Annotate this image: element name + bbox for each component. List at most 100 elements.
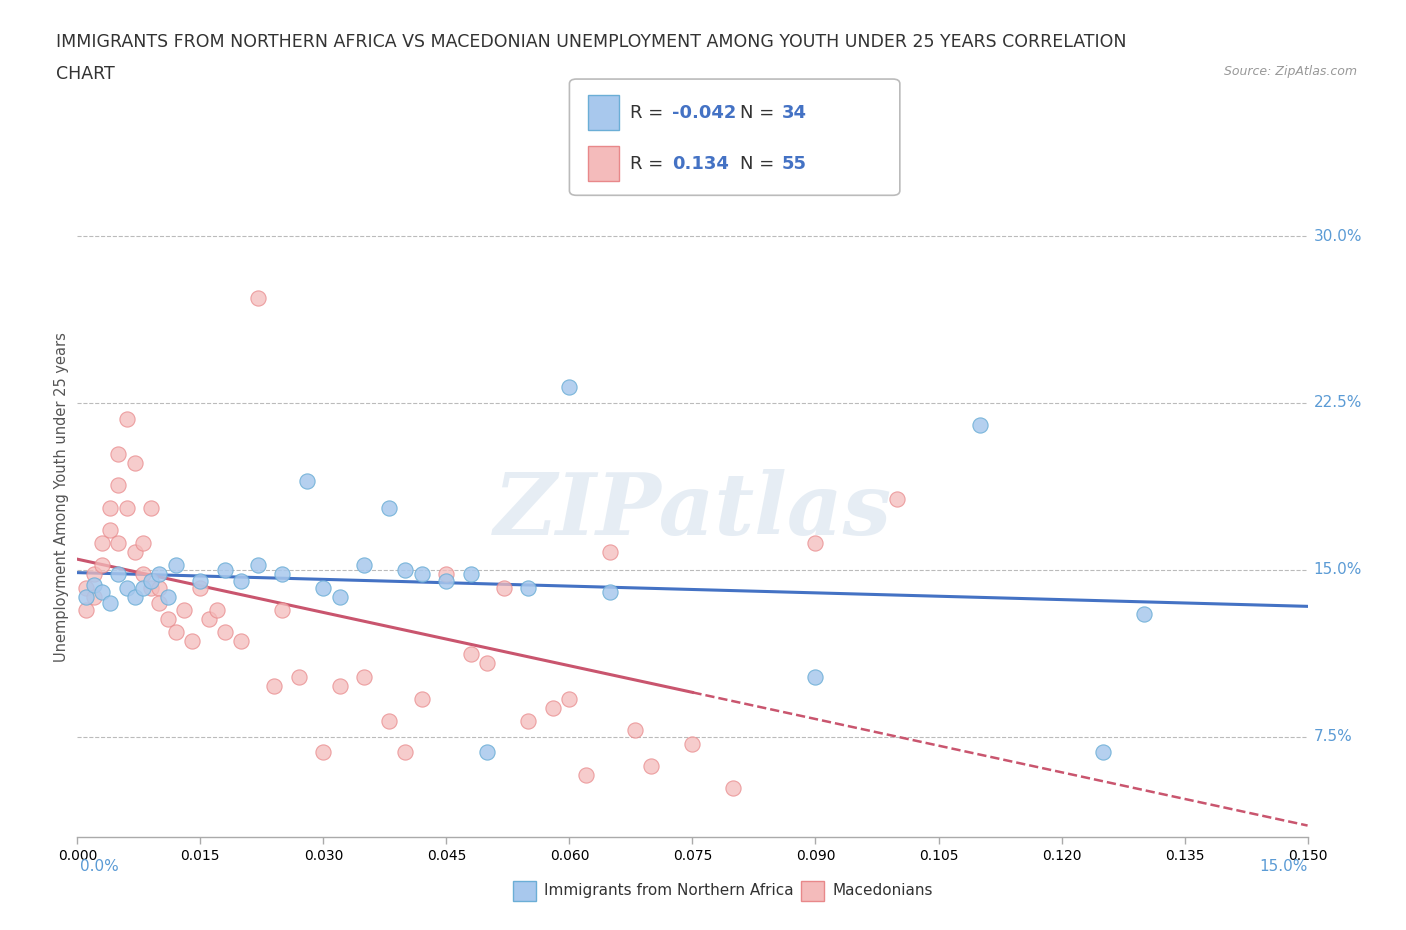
Point	[173, 603, 195, 618]
Text: Immigrants from Northern Africa: Immigrants from Northern Africa	[544, 884, 794, 898]
Point	[558, 692, 581, 707]
Point	[132, 567, 155, 582]
Text: Source: ZipAtlas.com: Source: ZipAtlas.com	[1223, 65, 1357, 78]
Point	[353, 558, 375, 573]
Point	[156, 611, 179, 626]
Text: 15.0%: 15.0%	[1313, 563, 1362, 578]
Point	[640, 758, 662, 773]
Point	[492, 580, 515, 595]
Point	[124, 545, 146, 560]
Text: 30.0%: 30.0%	[1313, 229, 1362, 244]
Point	[246, 558, 269, 573]
Point	[156, 590, 179, 604]
Text: N =: N =	[740, 103, 779, 122]
Point	[148, 596, 170, 611]
Point	[90, 536, 114, 551]
Point	[969, 418, 991, 432]
Point	[353, 670, 375, 684]
Point	[312, 580, 335, 595]
Point	[599, 585, 621, 600]
Text: 7.5%: 7.5%	[1313, 729, 1353, 744]
Point	[804, 670, 827, 684]
Text: IMMIGRANTS FROM NORTHERN AFRICA VS MACEDONIAN UNEMPLOYMENT AMONG YOUTH UNDER 25 : IMMIGRANTS FROM NORTHERN AFRICA VS MACED…	[56, 33, 1126, 50]
Point	[288, 670, 311, 684]
Point	[132, 580, 155, 595]
Point	[886, 491, 908, 506]
Point	[75, 603, 97, 618]
Point	[141, 580, 163, 595]
Point	[83, 590, 105, 604]
Point	[165, 558, 187, 573]
Text: ZIPatlas: ZIPatlas	[494, 470, 891, 552]
Point	[246, 291, 269, 306]
Text: 22.5%: 22.5%	[1313, 395, 1362, 410]
Point	[141, 574, 163, 589]
Point	[312, 745, 335, 760]
Point	[329, 590, 352, 604]
Text: 34: 34	[782, 103, 807, 122]
Text: 0.0%: 0.0%	[80, 859, 120, 874]
Text: -0.042: -0.042	[672, 103, 737, 122]
Point	[90, 558, 114, 573]
Point	[271, 567, 294, 582]
Point	[329, 678, 352, 693]
Point	[83, 567, 105, 582]
Point	[541, 700, 564, 715]
Point	[205, 603, 228, 618]
Point	[181, 633, 204, 648]
Point	[115, 411, 138, 426]
Point	[115, 580, 138, 595]
Point	[411, 692, 433, 707]
Point	[107, 567, 129, 582]
Point	[107, 446, 129, 461]
Point	[411, 567, 433, 582]
Text: 15.0%: 15.0%	[1260, 859, 1308, 874]
Point	[98, 500, 121, 515]
Point	[75, 590, 97, 604]
Point	[188, 574, 212, 589]
Text: 0.134: 0.134	[672, 154, 728, 173]
Point	[624, 723, 647, 737]
Point	[517, 714, 540, 729]
Point	[295, 473, 318, 488]
Text: R =: R =	[630, 154, 669, 173]
Point	[477, 656, 499, 671]
Text: Macedonians: Macedonians	[832, 884, 932, 898]
Point	[558, 380, 581, 395]
Point	[804, 536, 827, 551]
Point	[436, 567, 458, 582]
Point	[83, 578, 105, 593]
Point	[460, 647, 482, 662]
Text: CHART: CHART	[56, 65, 115, 83]
Point	[214, 625, 236, 640]
Point	[90, 585, 114, 600]
Point	[197, 611, 219, 626]
Point	[460, 567, 482, 582]
Point	[1091, 745, 1114, 760]
Point	[98, 523, 121, 538]
Point	[682, 736, 704, 751]
Text: 55: 55	[782, 154, 807, 173]
Point	[378, 500, 401, 515]
Point	[98, 596, 121, 611]
Point	[148, 580, 170, 595]
Point	[165, 625, 187, 640]
Point	[436, 574, 458, 589]
Point	[124, 590, 146, 604]
Point	[132, 536, 155, 551]
Text: R =: R =	[630, 103, 669, 122]
Point	[107, 478, 129, 493]
Text: N =: N =	[740, 154, 779, 173]
Point	[1132, 607, 1154, 622]
Point	[599, 545, 621, 560]
Y-axis label: Unemployment Among Youth under 25 years: Unemployment Among Youth under 25 years	[53, 333, 69, 662]
Point	[141, 500, 163, 515]
Point	[575, 767, 598, 782]
Point	[378, 714, 401, 729]
Point	[231, 574, 253, 589]
Point	[477, 745, 499, 760]
Point	[517, 580, 540, 595]
Point	[214, 563, 236, 578]
Point	[124, 456, 146, 471]
Point	[271, 603, 294, 618]
